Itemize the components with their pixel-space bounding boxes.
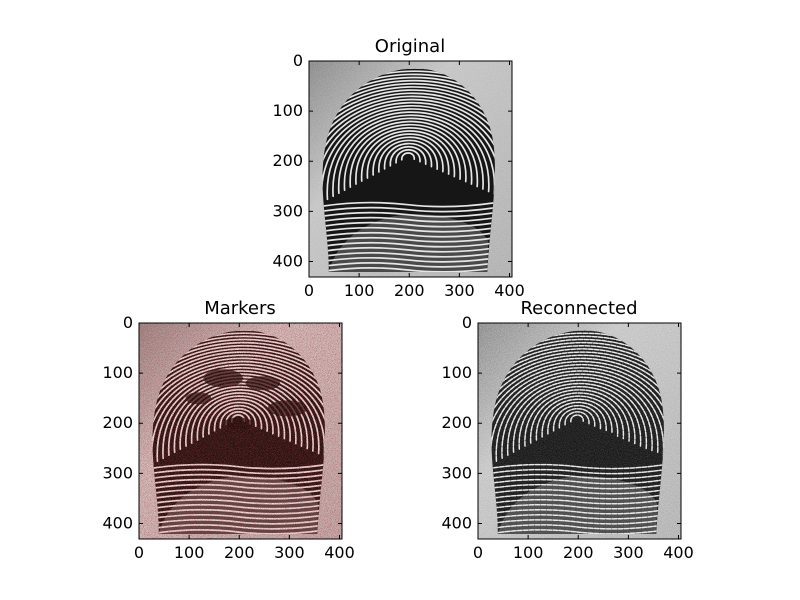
y-tick-label: 300 [272,201,303,220]
x-tick-label: 400 [494,281,525,300]
x-tick-label: 100 [513,543,544,562]
x-tick-label: 200 [394,281,425,300]
y-tick-label: 100 [102,363,133,382]
axes-frame [308,60,513,278]
x-tick-label: 300 [613,543,644,562]
axes-frame [138,322,343,540]
x-tick-label: 300 [444,281,475,300]
axes-frame [477,322,682,540]
y-tick-label: 0 [462,313,472,332]
panel-title: Markers [204,298,276,319]
y-tick-label: 0 [123,313,133,332]
x-tick-label: 400 [663,543,694,562]
x-tick-label: 400 [324,543,355,562]
x-tick-label: 0 [304,281,314,300]
y-tick-label: 100 [272,101,303,120]
y-tick-label: 300 [102,463,133,482]
x-tick-label: 0 [134,543,144,562]
y-tick-label: 400 [102,513,133,532]
y-tick-label: 200 [441,413,472,432]
fingerprint-image-reconnected [478,323,681,539]
y-tick-label: 200 [102,413,133,432]
y-tick-label: 400 [272,251,303,270]
panel-title: Original [375,36,445,57]
y-tick-label: 100 [441,363,472,382]
y-tick-label: 300 [441,463,472,482]
y-tick-label: 400 [441,513,472,532]
x-tick-label: 200 [224,543,255,562]
x-tick-label: 200 [563,543,594,562]
x-tick-label: 100 [174,543,205,562]
fingerprint-image-original [309,61,512,277]
fingerprint-image-markers [139,323,342,539]
x-tick-label: 300 [274,543,305,562]
x-tick-label: 100 [344,281,375,300]
y-tick-label: 200 [272,151,303,170]
y-tick-label: 0 [293,51,303,70]
x-tick-label: 0 [473,543,483,562]
panel-title: Reconnected [520,298,637,319]
